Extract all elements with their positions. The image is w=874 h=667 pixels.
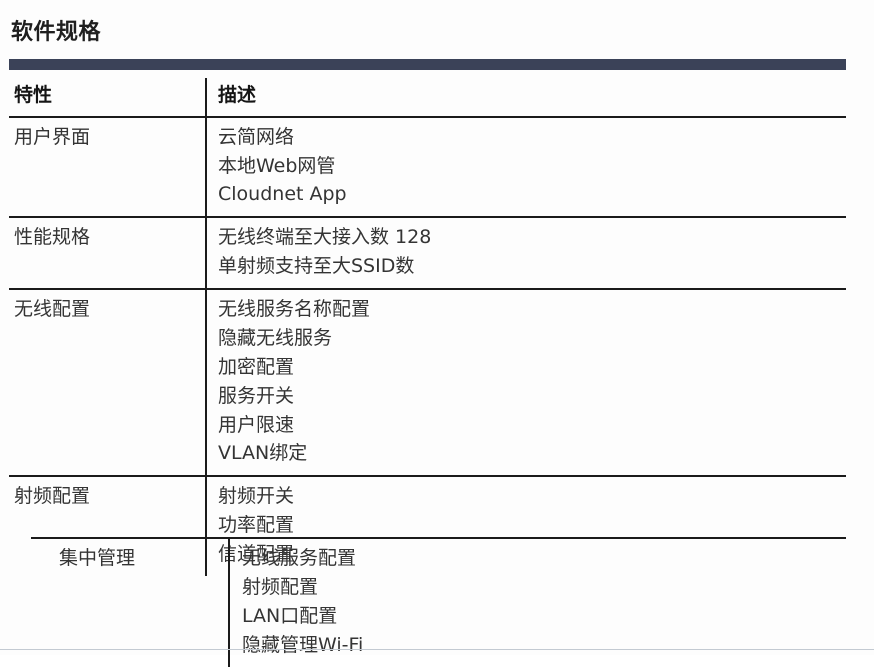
table-row: 无线配置 无线服务名称配置 隐藏无线服务 加密配置 服务开关 用户限速 VLAN… [9,290,846,476]
description-item: VLAN绑定 [218,442,308,465]
table-row: 射频配置 射频开关 功率配置 信道配置 [9,477,846,576]
table-header-row: 特性 描述 [9,78,846,116]
description-item: Cloudnet App [218,183,347,206]
table-row: 集中管理 无线服务配置 射频配置 LAN口配置 隐藏管理Wi-Fi [31,539,846,667]
feature-label: 用户界面 [14,125,91,148]
description-item: 射频开关 [218,485,295,508]
description-item: 用户限速 [218,413,295,436]
description-item: 无线服务配置 [242,547,357,569]
row-description-cell: 无线服务配置 射频配置 LAN口配置 隐藏管理Wi-Fi [228,539,846,667]
description-item: 加密配置 [218,355,295,378]
row-feature-cell: 集中管理 [31,539,228,580]
feature-label: 无线配置 [14,298,91,321]
row-feature-cell: 用户界面 [9,118,205,159]
row-description-cell: 云简网络 本地Web网管 Cloudnet App [205,117,846,217]
feature-label: 性能规格 [14,226,91,249]
software-spec-table: 特性 描述 用户界面 云简网络 本地Web网管 Cloudnet App 性能规… [9,78,846,576]
table-row: 用户界面 云简网络 本地Web网管 Cloudnet App [9,117,846,217]
row-description-cell: 射频开关 功率配置 信道配置 [205,477,846,576]
description-item: 本地Web网管 [218,154,336,177]
description-item: LAN口配置 [242,604,338,627]
accent-bar [9,59,846,70]
page-title: 软件规格 [11,20,102,45]
header-label-feature: 特性 [14,84,53,106]
table-row: 性能规格 无线终端至大接入数 128 单射频支持至大SSID数 [9,218,846,289]
row-feature-cell: 射频配置 [9,477,205,518]
row-description-cell: 无线终端至大接入数 128 单射频支持至大SSID数 [205,218,846,289]
description-item: 功率配置 [218,514,295,537]
row-divider [9,288,846,291]
row-divider [9,475,846,478]
software-spec-table-continued: 集中管理 无线服务配置 射频配置 LAN口配置 隐藏管理Wi-Fi [31,537,846,667]
table-header-cell-description: 描述 [205,78,846,116]
feature-label: 集中管理 [59,547,136,569]
row-feature-cell: 无线配置 [9,290,205,331]
description-item: 单射频支持至大SSID数 [218,255,415,278]
table-header-cell-feature: 特性 [9,78,205,116]
page-bottom-rule [0,649,874,650]
description-item: 隐藏管理Wi-Fi [242,633,364,656]
feature-label: 射频配置 [14,485,91,508]
description-item: 信道配置 [218,543,295,566]
row-description-cell: 无线服务名称配置 隐藏无线服务 加密配置 服务开关 用户限速 VLAN绑定 [205,290,846,476]
description-item: 射频配置 [242,575,319,598]
description-item: 无线服务名称配置 [218,298,371,321]
header-label-description: 描述 [218,84,257,106]
row-feature-cell: 性能规格 [9,218,205,259]
table-continued-top-rule [31,537,846,539]
rule-below-header [9,115,846,118]
row-divider [9,216,846,219]
description-item: 隐藏无线服务 [218,326,333,349]
description-item: 云简网络 [218,125,295,148]
description-item: 服务开关 [218,384,295,407]
description-item: 无线终端至大接入数 128 [218,226,432,249]
